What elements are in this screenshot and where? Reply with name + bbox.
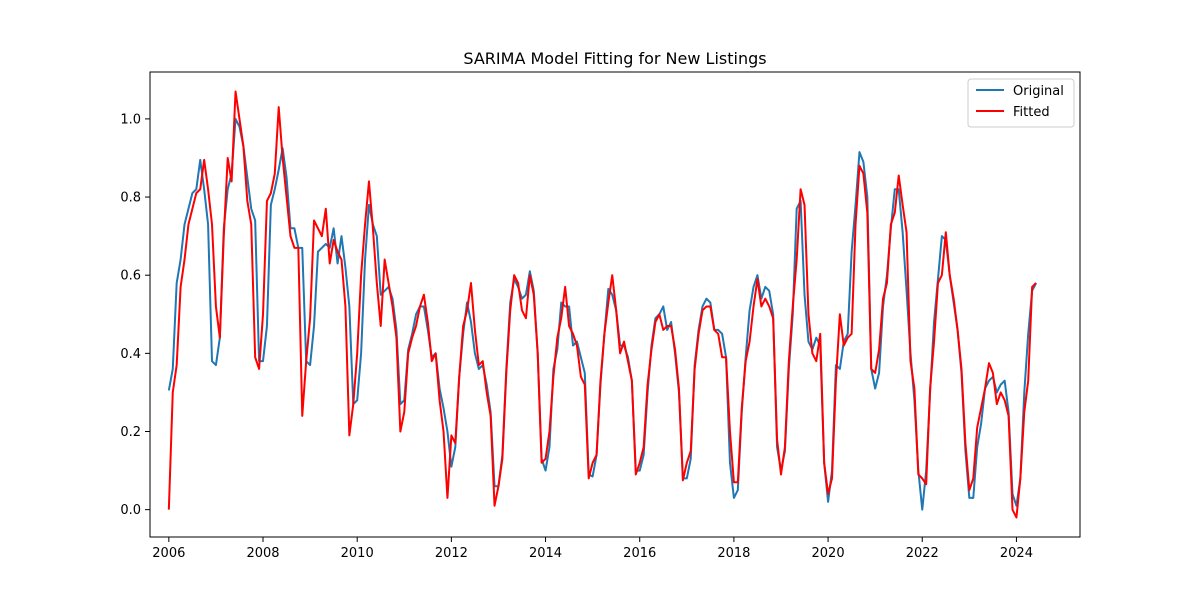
x-tick-label: 2008	[246, 546, 279, 561]
y-axis: 0.0 0.2 0.4 0.6 0.8 1.0	[120, 112, 150, 518]
legend: Original Fitted	[967, 78, 1075, 128]
series-line-fitted	[167, 90, 1037, 519]
y-tick-label: 0.8	[120, 191, 141, 206]
x-tick-label: 2012	[435, 546, 468, 561]
x-tick-label: 2020	[812, 546, 845, 561]
x-tick-label: 2010	[341, 546, 374, 561]
x-tick-label: 2006	[152, 546, 185, 561]
y-tick-label: 0.0	[120, 503, 141, 518]
y-tick-label: 1.0	[120, 112, 141, 127]
x-tick-label: 2016	[623, 546, 656, 561]
plot-area	[167, 90, 1037, 519]
x-tick-label: 2014	[529, 546, 562, 561]
chart-title: SARIMA Model Fitting for New Listings	[463, 49, 766, 68]
legend-label-fitted: Fitted	[1013, 105, 1050, 120]
x-tick-label: 2018	[717, 546, 750, 561]
y-tick-label: 0.2	[120, 425, 141, 440]
x-axis: 2006 2008 2010 2012 2014 2016 2018 2020 2022 2024	[152, 537, 1033, 561]
axes-frame	[149, 71, 1081, 538]
y-tick-label: 0.4	[120, 347, 141, 362]
legend-label-original: Original	[1013, 84, 1064, 99]
y-tick-label: 0.6	[120, 269, 141, 284]
x-tick-label: 2022	[906, 546, 939, 561]
x-tick-label: 2024	[1000, 546, 1033, 561]
